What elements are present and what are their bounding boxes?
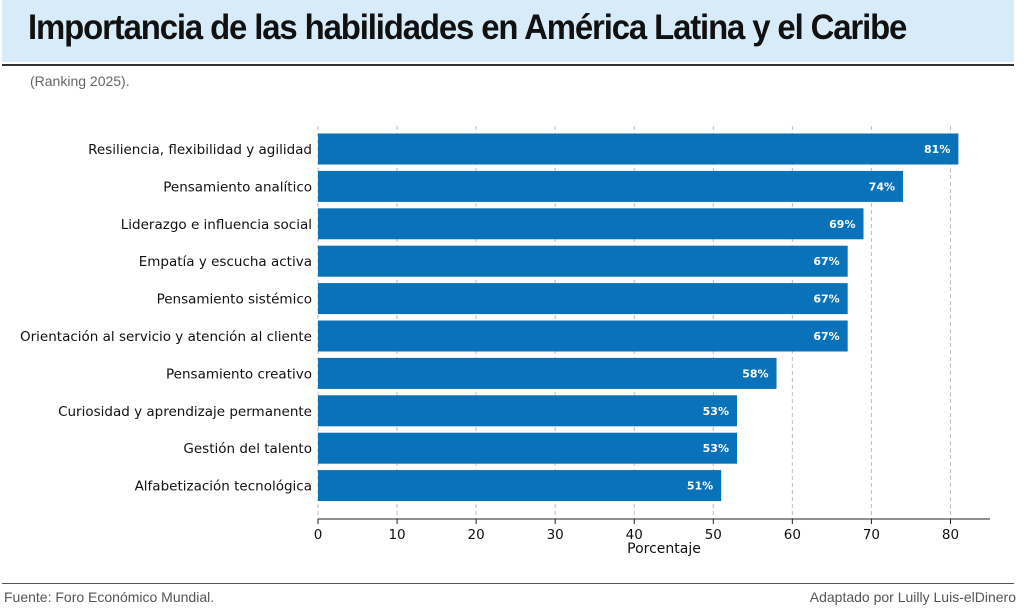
category-label: Pensamiento sistémico [157,292,312,308]
credit-note: Adaptado por Luilly Luis-elDinero [809,589,1016,605]
data-label: 67% [813,293,839,306]
bar [318,470,722,502]
bar-chart: 0 10 20 30 40 50 60 70 80 Porcentaje Resiliencia, … [20,126,990,557]
x-tick-label: 70 [863,527,880,543]
x-tick-label: 10 [388,527,405,543]
bar [318,357,777,389]
category-label: Pensamiento creativo [166,366,312,382]
category-label: Liderazgo e influencia social [121,217,312,233]
data-label: 69% [829,218,855,231]
data-label: 81% [924,143,950,156]
header-band [2,0,1014,62]
data-label: 53% [703,405,729,418]
x-tick-label: 60 [784,527,801,543]
labels: 0 10 20 30 40 50 60 70 80 Porcentaje Resiliencia, … [20,142,959,557]
bar [318,283,848,315]
category-label: Orientación al servicio y atención al cl… [20,329,312,345]
data-label: 67% [813,330,839,343]
x-tick-label: 80 [942,527,959,543]
bar [318,245,848,277]
category-label: Resiliencia, flexibilidad y agilidad [88,142,312,158]
bar [318,170,904,202]
x-tick-label: 20 [468,527,485,543]
x-tick-label: 30 [547,527,564,543]
bar [318,320,848,352]
header-rule [2,64,1014,66]
page-title: Importancia de las habilidades en Améric… [28,8,907,47]
subtitle: (Ranking 2025). [30,73,130,89]
bar [318,133,959,165]
bar [318,395,738,427]
x-axis-title: Porcentaje [627,541,701,557]
source-note: Fuente: Foro Económico Mundial. [4,589,215,605]
bars [318,133,959,502]
footer-rule [2,583,1014,584]
category-label: Pensamiento analítico [163,179,312,195]
data-label: 51% [687,480,713,493]
data-label: 67% [813,255,839,268]
category-label: Gestión del talento [183,441,312,457]
category-label: Curiosidad y aprendizaje permanente [58,404,312,420]
data-label: 58% [742,367,768,380]
bar [318,208,864,240]
category-label: Empatía y escucha activa [139,254,312,270]
data-label: 53% [703,442,729,455]
data-label: 74% [869,180,895,193]
bar [318,432,738,464]
x-tick-label: 0 [314,527,323,543]
axes [317,518,990,524]
x-tick-label: 40 [626,527,643,543]
x-tick-label: 50 [705,527,722,543]
category-label: Alfabetización tecnológica [135,479,312,495]
